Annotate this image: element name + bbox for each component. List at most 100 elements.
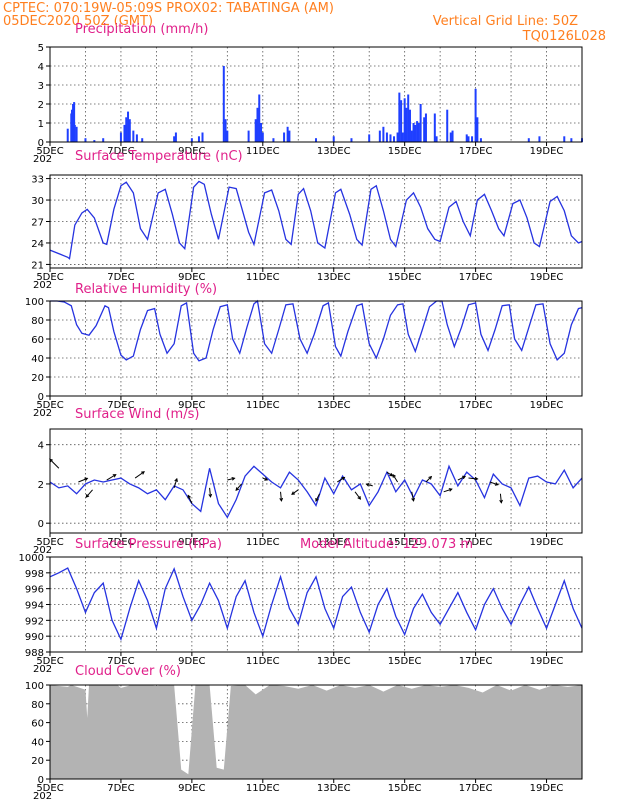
cloud-ytick-label: 100 [25, 681, 44, 692]
wind-arrow-head [357, 495, 362, 500]
cloud-xtick-label: 9DEC [178, 783, 205, 794]
precipitation-bar [261, 132, 264, 142]
wind-arrow [386, 471, 393, 477]
wind-arrow [187, 495, 193, 504]
wind-arrow-head [389, 472, 394, 477]
pressure-xtick-label: 9DEC [178, 656, 205, 667]
precipitation-bar [70, 109, 73, 142]
header-location: CPTEC: 070:19W-05:09S PROX02: TABATINGA … [3, 1, 334, 16]
wind-arrow [443, 488, 452, 493]
precipitation-xtick-label: 7DEC [107, 146, 134, 157]
precipitation-xtick-label: 13DEC [317, 146, 351, 157]
precipitation-bar [73, 102, 76, 142]
precipitation-ytick-label: 1 [38, 119, 44, 130]
cloud-ytick-label: 60 [31, 719, 44, 730]
temperature-xtick-label: 19DEC [530, 272, 564, 283]
pressure-xtick-label: 5DEC [36, 656, 63, 667]
humidity-ytick-label: 100 [25, 297, 44, 308]
precipitation-bar [410, 130, 413, 142]
wind-arrow [280, 491, 282, 501]
precipitation-bar [123, 124, 126, 142]
precipitation-ytick-label: 5 [38, 43, 44, 54]
wind-arrow [49, 458, 60, 469]
precipitation-bar [401, 132, 404, 142]
pressure-ytick-label: 988 [25, 648, 44, 659]
precipitation-bar [174, 132, 177, 142]
wind-arrow-head [315, 497, 319, 502]
temperature-xtick-label: 15DEC [388, 272, 422, 283]
wind-arrow [291, 489, 299, 495]
wind-xtick-label: 7DEC [107, 537, 134, 548]
wind-arrow-head [341, 476, 346, 481]
temperature-line [49, 180, 583, 260]
wind-arrow [134, 471, 145, 479]
wind-arrow [354, 491, 361, 500]
precipitation-bar [72, 104, 75, 142]
pressure-xtick-label: 7DEC [107, 656, 134, 667]
pressure-ytick-label: 994 [25, 601, 44, 612]
header-grid-note: Vertical Grid Line: 50Z [433, 14, 578, 29]
wind-arrow-head [112, 474, 117, 478]
precipitation-bar [398, 92, 401, 142]
precipitation-bar [260, 123, 263, 142]
precipitation-xtick-label: 5DEC [36, 146, 63, 157]
precipitation-bar [396, 132, 399, 142]
temperature-ytick-label: 24 [31, 239, 44, 250]
humidity-panel: Relative Humidity (%) 0 20 40 60 80 100 5DEC 7DE… [25, 282, 583, 419]
humidity-xtick-label: 5DEC [36, 400, 63, 411]
precipitation-bar [127, 111, 130, 142]
precipitation-bar [119, 132, 122, 142]
panels-container: Precipitation (mm/h) 0 1 2 3 4 5 5DEC 7DEC 9DEC 11… [19, 22, 583, 800]
wind-arrow [173, 478, 178, 489]
cloud-xtick-label: 17DEC [459, 783, 493, 794]
wind-arrow [315, 493, 320, 502]
cloud-xtick-label: 7DEC [107, 783, 134, 794]
precipitation-bar [423, 117, 426, 142]
humidity-xtick-label: 17DEC [459, 400, 493, 411]
precipitation-bar [84, 138, 87, 142]
precipitation-frame [49, 46, 583, 143]
precipitation-xtick-label: 11DEC [246, 146, 280, 157]
precipitation-bar [405, 107, 408, 142]
wind-xtick-label: 13DEC [317, 537, 351, 548]
pressure-ytick-label: 990 [25, 632, 44, 643]
precipitation-xtick-label: 15DEC [388, 146, 422, 157]
wind-ytick-label: 0 [38, 519, 44, 530]
precipitation-xtick-label: 19DEC [530, 146, 564, 157]
wind-arrow-head [448, 488, 453, 492]
wind-panel: Surface Wind (m/s) 0 2 4 5DEC 7DEC 9DEC 11DEC 13… [33, 407, 583, 556]
wind-arrow-head [84, 477, 89, 482]
temperature-xtick-label: 7DEC [107, 272, 134, 283]
wind-arrow [457, 475, 466, 481]
precipitation-bar [141, 138, 144, 142]
temperature-ytick-label: 30 [31, 196, 44, 207]
precipitation-bar [75, 126, 78, 142]
wind-arrow [392, 474, 398, 483]
precipitation-bar [368, 134, 371, 142]
humidity-line [50, 299, 583, 362]
cloud-ytick-label: 80 [31, 700, 44, 711]
precipitation-bar [283, 132, 286, 142]
humidity-xtick-label: 13DEC [317, 400, 351, 411]
precipitation-bar [222, 66, 225, 142]
temperature-xtick-label: 5DEC [36, 272, 63, 283]
precipitation-bar [286, 126, 289, 142]
cloud-year-stub: 202 [33, 791, 52, 800]
precipitation-bar [247, 130, 250, 142]
precipitation-bar [135, 134, 138, 142]
precipitation-bar [408, 109, 411, 142]
wind-arrow-head [279, 497, 284, 502]
precipitation-bar [435, 136, 438, 142]
precipitation-bar [315, 138, 317, 142]
cloud-title: Cloud Cover (%) [75, 664, 181, 679]
wind-arrow [85, 489, 93, 498]
wind-xtick-label: 9DEC [178, 537, 205, 548]
precipitation-panel: Precipitation (mm/h) 0 1 2 3 4 5 5DEC 7DEC 9DEC 11… [33, 22, 583, 165]
pressure-panel: Surface Pressure (hPa) Model Altitude: 12… [19, 537, 583, 675]
temperature-xtick-label: 13DEC [317, 272, 351, 283]
precipitation-bar [102, 138, 105, 142]
wind-xtick-label: 5DEC [36, 537, 63, 548]
temperature-ytick-label: 33 [31, 175, 44, 186]
humidity-title: Relative Humidity (%) [75, 282, 217, 297]
precipitation-bar [449, 132, 452, 142]
